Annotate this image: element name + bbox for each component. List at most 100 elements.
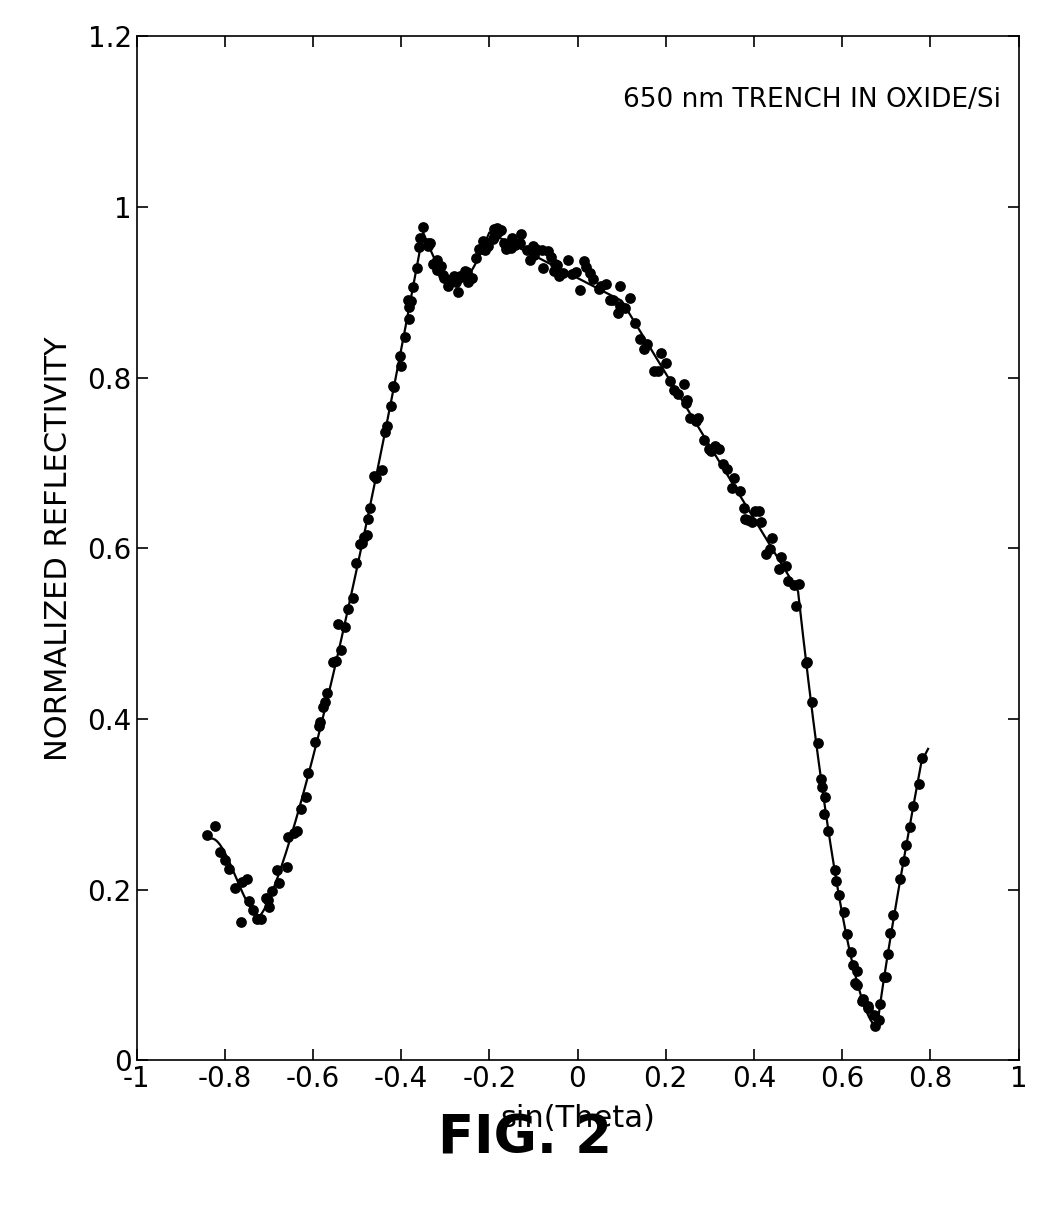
Point (392, 347, 408, 366)
Point (385, 376, 402, 395)
Point (444, 269, 461, 288)
Point (289, 822, 306, 841)
Point (376, 422, 393, 441)
Point (627, 313, 644, 333)
Point (632, 329, 649, 348)
Point (307, 733, 323, 752)
Point (278, 858, 295, 877)
Point (421, 234, 438, 253)
Point (330, 615, 346, 634)
Point (846, 974, 863, 993)
Point (678, 390, 695, 410)
Point (253, 910, 270, 929)
Point (419, 236, 436, 255)
Point (771, 559, 788, 578)
Point (332, 641, 349, 660)
Point (548, 255, 565, 275)
Point (385, 378, 402, 398)
Point (216, 851, 233, 870)
Point (220, 860, 237, 880)
Point (459, 263, 476, 282)
Point (854, 992, 870, 1011)
Point (844, 956, 861, 975)
Point (368, 468, 384, 487)
Point (762, 540, 779, 559)
Point (435, 266, 452, 286)
Point (575, 252, 592, 271)
Point (711, 440, 728, 459)
Point (571, 281, 588, 300)
Point (358, 525, 375, 545)
Point (605, 290, 622, 310)
Point (477, 240, 493, 259)
Point (310, 716, 327, 735)
Point (511, 233, 528, 252)
Point (498, 240, 514, 259)
Point (688, 412, 705, 431)
Point (816, 805, 833, 824)
Point (271, 874, 288, 893)
Point (616, 299, 633, 318)
Point (464, 268, 481, 287)
Point (348, 553, 364, 572)
Point (359, 510, 376, 529)
Point (817, 787, 834, 806)
Point (702, 442, 719, 462)
Point (232, 912, 249, 931)
Point (259, 890, 276, 910)
Point (653, 343, 670, 363)
Point (448, 272, 465, 292)
Point (690, 408, 707, 428)
Point (401, 298, 418, 317)
Point (419, 234, 436, 253)
Point (813, 769, 830, 788)
Point (293, 800, 310, 819)
Point (831, 886, 847, 905)
Point (839, 925, 856, 945)
Point (758, 545, 775, 564)
Point (460, 272, 477, 292)
Point (676, 374, 693, 393)
Point (747, 501, 763, 521)
Point (551, 266, 568, 286)
Point (433, 257, 449, 276)
Point (424, 254, 441, 274)
Point (597, 274, 614, 293)
Point (611, 296, 628, 316)
Point (452, 266, 468, 286)
Point (910, 775, 927, 794)
Point (362, 499, 379, 518)
Point (902, 818, 919, 837)
Point (401, 308, 418, 328)
Point (735, 498, 752, 517)
Point (546, 254, 563, 274)
Point (814, 777, 831, 797)
Point (527, 240, 544, 259)
Point (753, 512, 770, 531)
Point (590, 280, 607, 299)
Point (585, 269, 602, 288)
Point (860, 997, 877, 1016)
Point (340, 599, 357, 618)
Point (336, 617, 353, 636)
Point (264, 882, 280, 901)
Point (803, 693, 820, 712)
Point (649, 362, 666, 381)
Point (506, 235, 523, 254)
Point (436, 268, 453, 287)
Point (718, 459, 735, 478)
Point (751, 501, 768, 521)
Point (441, 274, 458, 293)
Point (855, 989, 872, 1009)
Point (695, 430, 712, 449)
Point (657, 353, 674, 372)
Point (567, 263, 584, 282)
Point (297, 787, 314, 806)
Point (563, 264, 580, 283)
Point (233, 872, 250, 892)
Point (884, 905, 901, 924)
Point (524, 236, 541, 255)
Point (534, 259, 551, 278)
Point (393, 357, 410, 376)
Point (788, 596, 804, 616)
